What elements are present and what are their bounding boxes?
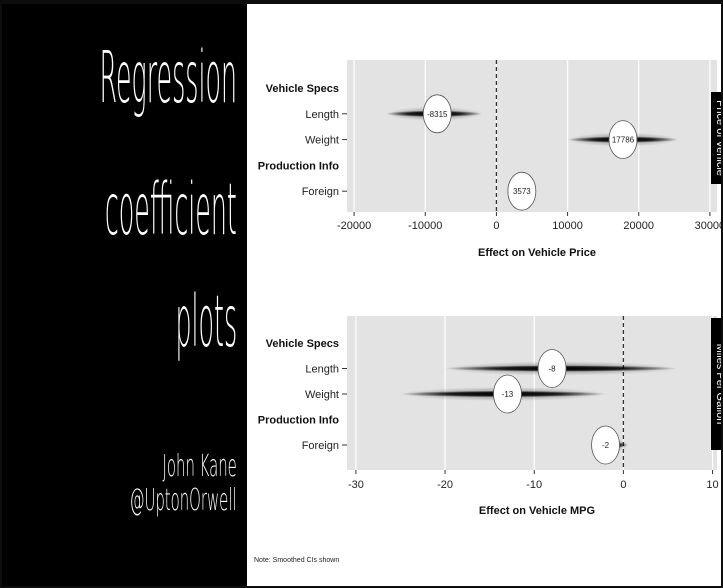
slide: Regression coefficient plots John Kane @… <box>2 4 721 586</box>
row-label: Length <box>305 364 339 376</box>
author-handle: @UptonOrwell <box>129 482 237 518</box>
facet-strip-label: Price of Vehicle <box>714 100 721 176</box>
x-tick-label: 10000 <box>552 220 583 232</box>
footnote: Note: Smoothed CIs shown <box>254 557 340 564</box>
x-tick-label: -10000 <box>408 220 442 232</box>
estimate-point <box>537 349 567 388</box>
estimate-point <box>507 171 537 211</box>
row-group-header: Production Info <box>258 415 340 427</box>
facet-strip <box>711 92 721 184</box>
x-tick-label: 0 <box>493 220 499 232</box>
estimate-label: -2 <box>602 441 610 450</box>
facet-strip <box>711 318 721 450</box>
row-label: Weight <box>305 135 339 147</box>
price-panel: -20000 -10000 0 10000 20000 30000 Vehicle Spec… <box>258 60 721 259</box>
row-group-header: Vehicle Specs <box>266 83 339 95</box>
x-tick-label: -20 <box>437 479 453 491</box>
title-line-1: Regression <box>99 35 237 119</box>
row-group-header: Production Info <box>258 160 340 172</box>
estimate-label: -8315 <box>427 110 448 119</box>
estimate-label: 17786 <box>612 136 635 145</box>
estimate-label: 3573 <box>513 187 531 196</box>
x-axis-title: Effect on Vehicle Price <box>478 247 596 259</box>
estimate-label: -8 <box>548 365 556 374</box>
estimate-point <box>422 94 452 134</box>
row-label: Weight <box>305 389 339 401</box>
facet-strip-label: Miles Per Gallon <box>714 344 721 425</box>
row-label: Foreign <box>302 186 339 198</box>
estimate-label: -13 <box>502 390 514 399</box>
x-tick-label: -10 <box>526 479 542 491</box>
coefficient-plots: -20000 -10000 0 10000 20000 30000 Vehicle Spec… <box>258 60 721 517</box>
row-group-header: Vehicle Specs <box>266 338 339 350</box>
row-label: Length <box>305 109 339 121</box>
estimate-point <box>608 120 638 160</box>
mpg-panel: -30 -20 -10 0 10 Vehicle Specs Length -8 Weight -… <box>258 316 721 517</box>
x-tick-label: 20000 <box>623 220 654 232</box>
title-line-2: coefficient <box>105 167 237 251</box>
estimate-point <box>591 425 620 465</box>
x-axis-title: Effect on Vehicle MPG <box>479 505 595 517</box>
x-tick-label: 10 <box>706 479 718 491</box>
author-name: John Kane <box>162 448 237 484</box>
title-line-3: plots <box>175 279 237 363</box>
x-tick-label: -20000 <box>337 220 371 232</box>
title-panel: Regression coefficient plots John Kane @… <box>2 4 247 586</box>
x-tick-label: 30000 <box>695 220 721 232</box>
x-tick-label: -30 <box>348 479 364 491</box>
estimate-point <box>493 374 522 414</box>
row-label: Foreign <box>302 440 339 452</box>
x-tick-label: 0 <box>620 479 626 491</box>
